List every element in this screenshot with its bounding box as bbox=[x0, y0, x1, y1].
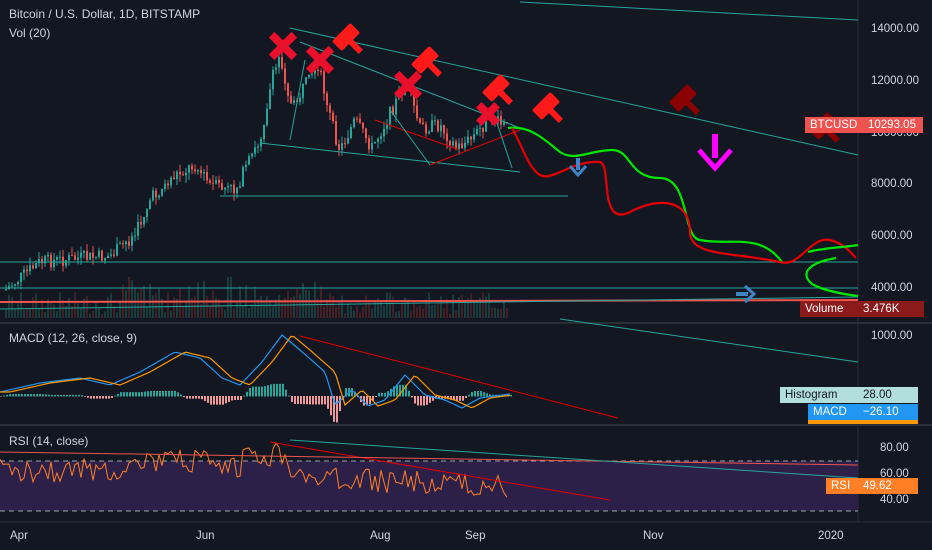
x-mark-icon bbox=[393, 70, 423, 100]
time-axis-label: Nov bbox=[643, 530, 664, 542]
rsi-indicator-label[interactable]: RSI (14, close) bbox=[9, 434, 89, 448]
macd-pane[interactable] bbox=[0, 324, 858, 424]
trendline[interactable] bbox=[374, 119, 461, 151]
rsi-trendline[interactable] bbox=[269, 441, 611, 501]
rsi-trendline[interactable] bbox=[289, 439, 859, 479]
chart-title: Bitcoin / U.S. Dollar, 1D, BITSTAMP bbox=[9, 7, 201, 21]
macd-name-tag: MACD bbox=[808, 404, 858, 420]
price-axis-label: 6000.00 bbox=[871, 230, 913, 242]
macd-axis-label: 1000.00 bbox=[871, 330, 913, 342]
trendline[interactable] bbox=[559, 318, 859, 363]
rsi-trendline[interactable] bbox=[0, 451, 859, 466]
projection-green[interactable] bbox=[507, 126, 783, 263]
x-markers bbox=[268, 31, 501, 127]
projection-green-2[interactable] bbox=[805, 243, 859, 298]
x-mark-icon bbox=[305, 45, 335, 75]
macd-indicator-label[interactable]: MACD (12, 26, close, 9) bbox=[9, 331, 138, 345]
symbol-name-tag: BTCUSD bbox=[805, 117, 865, 133]
trendline[interactable] bbox=[289, 59, 306, 141]
volume-value-tag: 3.476K bbox=[858, 301, 924, 317]
x-mark-icon bbox=[475, 101, 501, 127]
trendline[interactable] bbox=[519, 1, 859, 21]
rsi-axis-label: 80.00 bbox=[880, 442, 909, 454]
trendline[interactable] bbox=[389, 109, 431, 166]
macd-value-tag: −26.10 bbox=[858, 404, 918, 420]
arrow-down-blue-icon bbox=[568, 158, 588, 178]
rsi-axis-label: 40.00 bbox=[880, 494, 909, 506]
rsi-value-tag: 49.62 bbox=[858, 478, 918, 494]
volume-name-tag: Volume bbox=[800, 301, 858, 317]
macd-trendline[interactable] bbox=[299, 335, 619, 419]
price-axis-label: 4000.00 bbox=[871, 282, 913, 294]
macd-indicator bbox=[0, 334, 512, 423]
arrow-down-magenta-icon bbox=[697, 134, 733, 172]
projection-red[interactable] bbox=[511, 127, 857, 264]
volume-indicator-label[interactable]: Vol (20) bbox=[9, 26, 51, 40]
time-axis-label: Jun bbox=[196, 530, 215, 542]
time-axis-label: 2020 bbox=[818, 530, 844, 542]
price-axis-label: 12000.00 bbox=[871, 75, 919, 87]
horizontal-line[interactable] bbox=[0, 299, 859, 303]
histogram-value-tag: 28.00 bbox=[858, 387, 918, 403]
signal-tag-strip bbox=[808, 420, 918, 424]
trendline[interactable] bbox=[0, 296, 859, 310]
rsi-axis-label: 60.00 bbox=[880, 468, 909, 480]
trendline[interactable] bbox=[429, 129, 521, 166]
trendline[interactable] bbox=[259, 142, 521, 173]
time-axis-label: Aug bbox=[370, 530, 391, 542]
price-axis-label: 8000.00 bbox=[871, 178, 913, 190]
histogram-name-tag: Histogram bbox=[780, 387, 858, 403]
time-axis-label: Sep bbox=[465, 530, 486, 542]
x-mark-icon bbox=[268, 31, 298, 61]
candlesticks bbox=[5, 49, 508, 291]
arrow-right-blue-icon bbox=[736, 284, 757, 304]
time-axis-label: Apr bbox=[10, 530, 28, 542]
trendline[interactable] bbox=[289, 27, 859, 156]
trendline[interactable] bbox=[495, 119, 513, 169]
rsi-name-tag: RSI bbox=[826, 478, 858, 494]
price-axis-label: 14000.00 bbox=[871, 23, 919, 35]
rsi-indicator bbox=[0, 442, 508, 498]
rsi-band bbox=[0, 461, 858, 511]
last-price-tag: 10293.05 bbox=[863, 117, 923, 133]
